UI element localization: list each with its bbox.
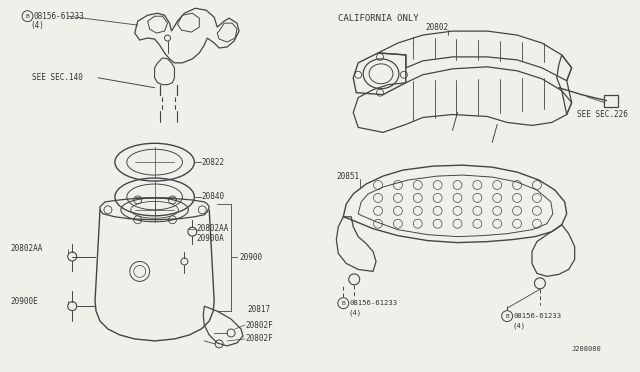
Text: SEE SEC.226: SEE SEC.226 (577, 110, 628, 119)
Text: B: B (26, 14, 29, 19)
Text: 20840: 20840 (202, 192, 225, 201)
Text: 20817: 20817 (247, 305, 270, 314)
Text: 20802F: 20802F (245, 334, 273, 343)
Text: 20802: 20802 (426, 23, 449, 32)
Text: 20900A: 20900A (196, 234, 224, 243)
Text: B: B (505, 314, 509, 318)
Text: SEE SEC.140: SEE SEC.140 (33, 73, 83, 82)
Text: 08156-61233: 08156-61233 (513, 313, 561, 319)
Text: J208000: J208000 (572, 346, 602, 352)
Text: (4): (4) (512, 323, 525, 329)
Text: 20802AA: 20802AA (196, 224, 228, 233)
Text: 20900E: 20900E (11, 297, 38, 306)
Text: 20802AA: 20802AA (11, 244, 43, 253)
Text: (4): (4) (31, 20, 44, 30)
Text: CALIFORNIA ONLY: CALIFORNIA ONLY (339, 14, 419, 23)
Text: 20802F: 20802F (245, 321, 273, 330)
Text: 20851: 20851 (337, 171, 360, 180)
Text: (4): (4) (348, 310, 362, 316)
Text: 08156-61233: 08156-61233 (349, 300, 397, 306)
Text: 08156-61233: 08156-61233 (33, 12, 84, 21)
Text: B: B (341, 301, 345, 306)
Text: 20900: 20900 (239, 253, 262, 262)
Text: 20822: 20822 (202, 158, 225, 167)
